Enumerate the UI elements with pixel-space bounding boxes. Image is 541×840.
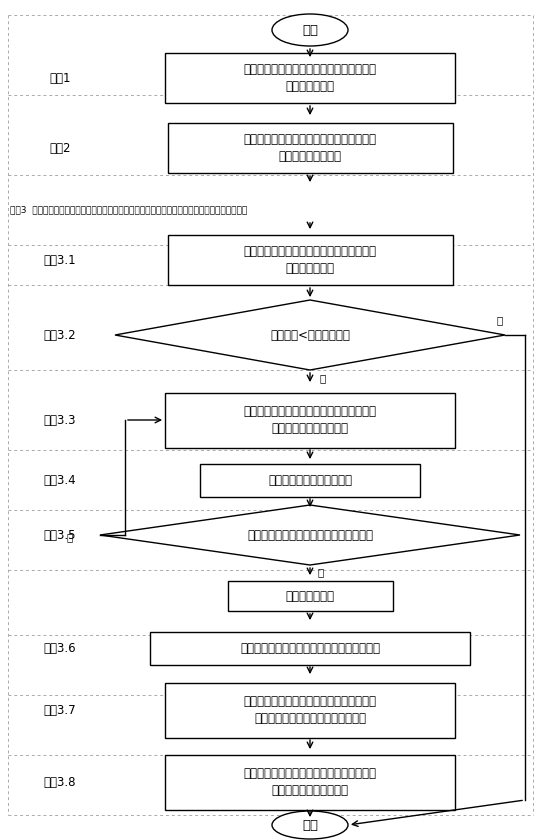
Text: 步骤3.2: 步骤3.2 (44, 328, 76, 342)
Text: 结束: 结束 (302, 818, 318, 832)
Text: 步骤3.7: 步骤3.7 (44, 704, 76, 717)
Bar (168, 123, 452, 173)
Text: 通过轮盘赌算法选择虚拟机: 通过轮盘赌算法选择虚拟机 (268, 474, 352, 486)
Text: 步骤2: 步骤2 (49, 141, 71, 155)
Bar (168, 235, 452, 285)
Text: 步骤3.4: 步骤3.4 (44, 474, 76, 486)
Text: 步骤3  用基于蚁群算法的云计算环境虚拟机任务调度算法算法求解云计算环境虚拟机任务调度问题: 步骤3 用基于蚁群算法的云计算环境虚拟机任务调度算法算法求解云计算环境虚拟机任务… (10, 206, 247, 214)
Polygon shape (100, 505, 520, 565)
Text: 否: 否 (497, 315, 503, 325)
Bar (200, 464, 420, 496)
Text: 根据任务的虚拟机分配情况对信息素进行调整: 根据任务的虚拟机分配情况对信息素进行调整 (240, 642, 380, 654)
Text: 步骤3.1: 步骤3.1 (44, 254, 76, 266)
Text: 步骤3.8: 步骤3.8 (44, 775, 76, 789)
Ellipse shape (272, 14, 348, 46)
Text: 对基于蚁群算法的云计算环境虚拟机任务调
度算法的初始化: 对基于蚁群算法的云计算环境虚拟机任务调 度算法的初始化 (243, 245, 377, 275)
Text: 局部信息素更新: 局部信息素更新 (286, 590, 334, 602)
Text: 找到最优分配方案并将方案中的虚拟机与工
作流中的相应的任务绑定: 找到最优分配方案并将方案中的虚拟机与工 作流中的相应的任务绑定 (243, 767, 377, 797)
Text: 步骤3.3: 步骤3.3 (44, 413, 76, 427)
Bar (165, 392, 455, 448)
Text: 每只蚂蚁根据状态转移公式为每个任务计算
每台虚拟机被选择的概率: 每只蚂蚁根据状态转移公式为每个任务计算 每台虚拟机被选择的概率 (243, 405, 377, 435)
Bar (165, 754, 455, 810)
Ellipse shape (272, 811, 348, 839)
Text: 将任务分配给资源执行的调度问题表示成标
准的最小值求解问题: 将任务分配给资源执行的调度问题表示成标 准的最小值求解问题 (243, 133, 377, 163)
Text: 否: 否 (318, 567, 324, 577)
Text: 开始: 开始 (302, 24, 318, 36)
Bar (165, 53, 455, 103)
Text: 步骤1: 步骤1 (49, 71, 71, 85)
Bar (165, 683, 455, 738)
Text: 是: 是 (320, 373, 326, 383)
Text: 是: 是 (67, 532, 73, 542)
Polygon shape (115, 300, 505, 370)
Text: 输入用户提交的待调度任务集合、用户租赁
的虚拟机的集合: 输入用户提交的待调度任务集合、用户租赁 的虚拟机的集合 (243, 63, 377, 93)
Text: 步骤3.5: 步骤3.5 (44, 528, 76, 542)
Text: 步骤3.6: 步骤3.6 (44, 642, 76, 654)
Bar (150, 632, 470, 664)
Text: 迭代次数<最大迭代次数: 迭代次数<最大迭代次数 (270, 328, 350, 342)
Bar (228, 581, 393, 611)
Text: 找出本次迭代中最佳调度方案，并且对这个
方案上的所有虚拟机进行信息素更新: 找出本次迭代中最佳调度方案，并且对这个 方案上的所有虚拟机进行信息素更新 (243, 695, 377, 725)
Text: 工作流中的同一层任务皆选择相同虚拟机: 工作流中的同一层任务皆选择相同虚拟机 (247, 528, 373, 542)
